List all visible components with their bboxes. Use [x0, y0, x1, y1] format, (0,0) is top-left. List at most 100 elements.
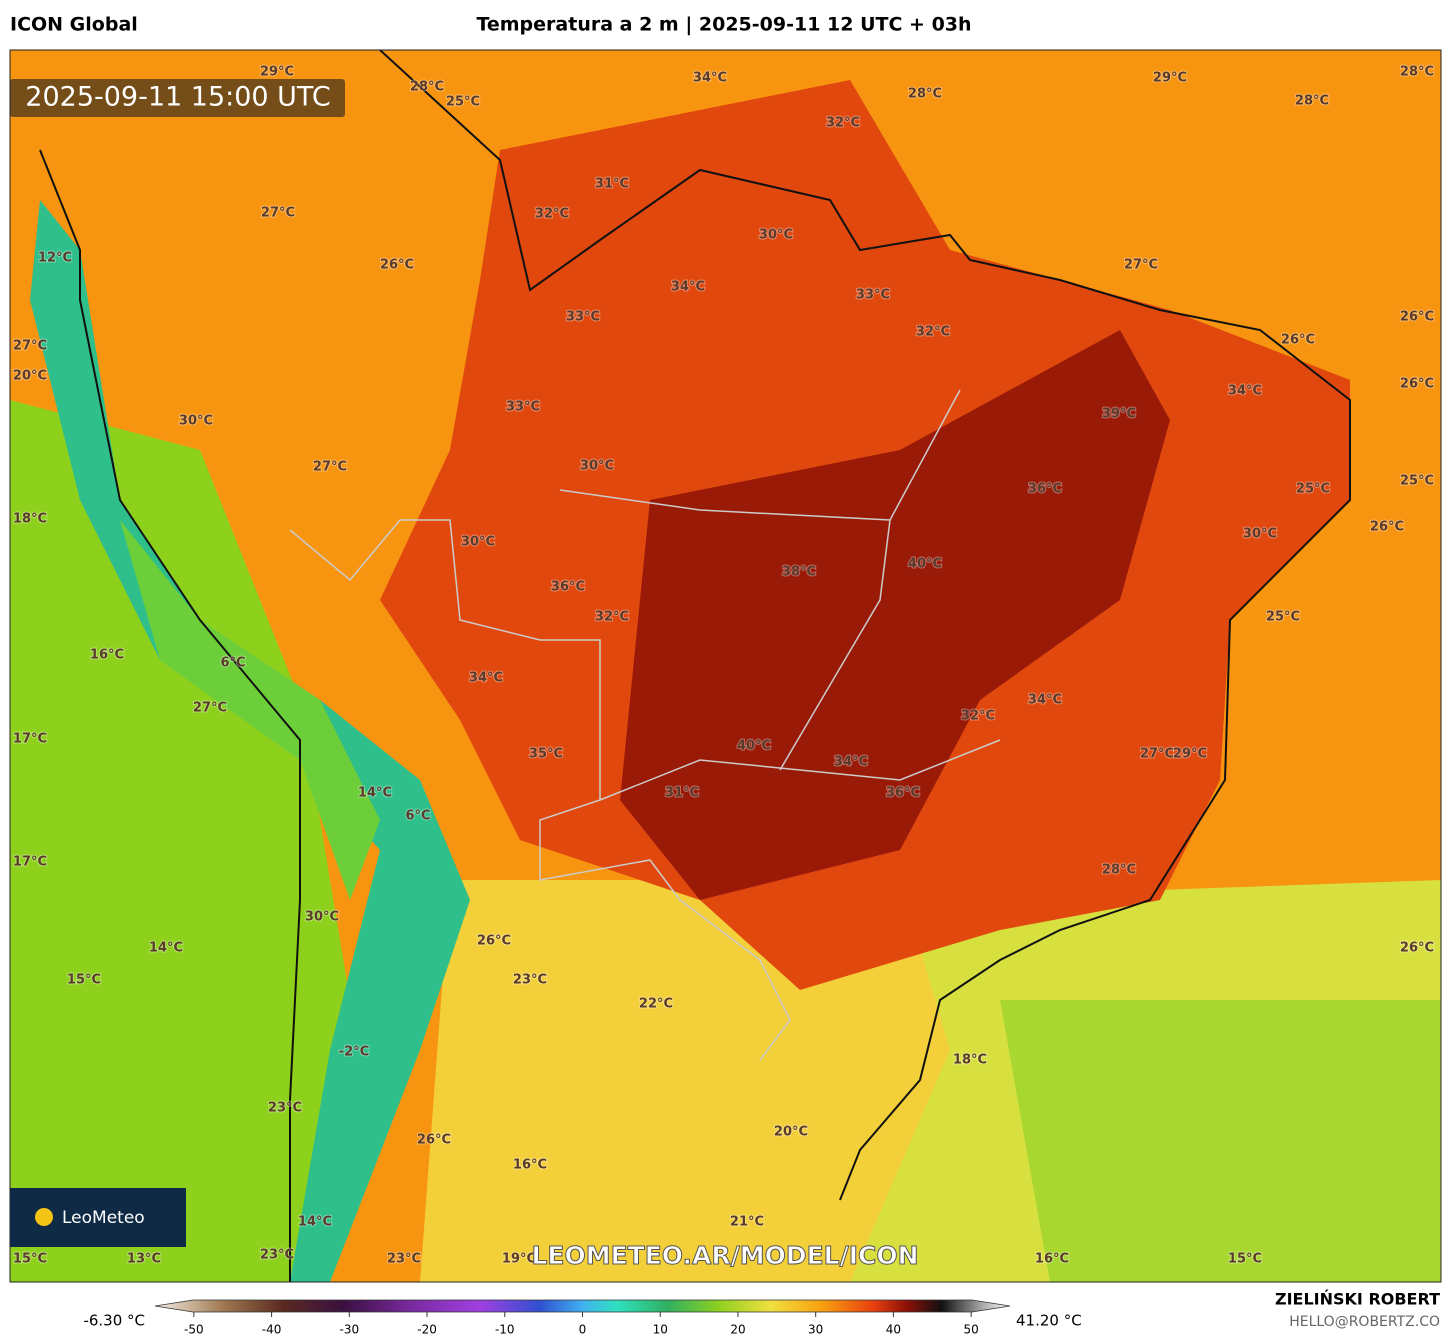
andes	[30, 200, 470, 1282]
temperature-label: 36°C	[551, 580, 585, 595]
colorbar-bar	[154, 1299, 1011, 1313]
temperature-label: 30°C	[1243, 527, 1277, 542]
temperature-label: 33°C	[566, 310, 600, 325]
temperature-label: 23°C	[260, 1248, 294, 1263]
temperature-label: 40°C	[737, 739, 771, 754]
logo-sun	[35, 1208, 53, 1226]
temperature-label: 36°C	[1028, 482, 1062, 497]
temperature-label: 19°C	[502, 1252, 536, 1267]
colorbar-min: -6.30 °C	[83, 1312, 145, 1330]
temperature-label: 40°C	[908, 557, 942, 572]
temperature-label: 34°C	[834, 755, 868, 770]
temperature-label: 32°C	[595, 610, 629, 625]
temperature-label: 29°C	[260, 65, 294, 80]
hot-core	[620, 330, 1170, 900]
colorbar: -50 -40 -30 -20 -10 0 10 20 30 40 50	[154, 1299, 1011, 1337]
temperature-label: 28°C	[410, 80, 444, 95]
credit-email: HELLO@ROBERTZ.CO	[1289, 1314, 1440, 1330]
temperature-label: 16°C	[1035, 1252, 1069, 1267]
model-name: ICON Global	[10, 14, 138, 36]
temperature-label: 23°C	[387, 1252, 421, 1267]
temperature-label: 35°C	[529, 747, 563, 762]
temperature-label: 26°C	[380, 258, 414, 273]
temperature-label: 15°C	[67, 973, 101, 988]
temperature-label: 34°C	[469, 671, 503, 686]
coastline	[39, 50, 1351, 1282]
colorbar-tick-label: 50	[963, 1323, 978, 1337]
temperature-label: 25°C	[1296, 482, 1330, 497]
temperature-label: 12°C	[38, 251, 72, 266]
temperature-label: 34°C	[671, 280, 705, 295]
colorbar-tick-label: -30	[340, 1323, 360, 1337]
temperature-label: 29°C	[1153, 71, 1187, 86]
temperature-label: 17°C	[13, 855, 47, 870]
temperature-label: 32°C	[916, 325, 950, 340]
temperature-label: 28°C	[908, 87, 942, 102]
temperature-label: 23°C	[268, 1101, 302, 1116]
temperature-label: 34°C	[1028, 693, 1062, 708]
map-frame	[9, 49, 1442, 1283]
temperature-label: 13°C	[127, 1252, 161, 1267]
temperature-label: 16°C	[513, 1158, 547, 1173]
temperature-label: 23°C	[513, 973, 547, 988]
temperature-label: 15°C	[1228, 1252, 1262, 1267]
temperature-label: 32°C	[535, 207, 569, 222]
temperature-label: 26°C	[477, 934, 511, 949]
temperature-label: 31°C	[665, 786, 699, 801]
temperature-label: 22°C	[639, 997, 673, 1012]
temperature-label: 30°C	[179, 414, 213, 429]
map	[10, 50, 1441, 1282]
temperature-label: 14°C	[358, 786, 392, 801]
temperature-label: 27°C	[193, 701, 227, 716]
map-title: Temperatura a 2 m | 2025-09-11 12 UTC + …	[476, 14, 971, 36]
temperature-label: 16°C	[90, 648, 124, 663]
map-labels: 29°C28°C25°C34°C28°C29°C 28°C28°C32°C31°C…	[12, 64, 1435, 1268]
temperature-label: 25°C	[446, 95, 480, 110]
temperature-label: 30°C	[305, 910, 339, 925]
temperature-label: 28°C	[1102, 863, 1136, 878]
temperature-label: 33°C	[856, 288, 890, 303]
colorbar-tick-label: -50	[184, 1323, 204, 1337]
colorbar-tick-label: 30	[808, 1323, 823, 1337]
temperature-label: 26°C	[1400, 310, 1434, 325]
temperature-label: 6°C	[405, 809, 430, 824]
temperature-label: 30°C	[461, 535, 495, 550]
temperature-label: 30°C	[759, 228, 793, 243]
temperature-label: 25°C	[1400, 474, 1434, 489]
temperature-label: 38°C	[782, 565, 816, 580]
temperature-label: 6°C	[220, 656, 245, 671]
temperature-label: 36°C	[886, 786, 920, 801]
temperature-label: 20°C	[13, 369, 47, 384]
pacific-region	[10, 400, 350, 1282]
logo: LeoMeteo	[62, 1208, 145, 1228]
temperature-label: 17°C	[13, 732, 47, 747]
colorbar-tick-label: 20	[730, 1323, 745, 1337]
temperature-label: 34°C	[693, 71, 727, 86]
temperature-label: 18°C	[953, 1053, 987, 1068]
temperature-label: 18°C	[13, 512, 47, 527]
temperature-label: 26°C	[417, 1133, 451, 1148]
borders	[289, 389, 1001, 1061]
colorbar-max: 41.20 °C	[1016, 1312, 1082, 1330]
timestamp: 2025-09-11 15:00 UTC	[25, 82, 330, 113]
temperature-label: 33°C	[506, 400, 540, 415]
temperature-label: 28°C	[1400, 65, 1434, 80]
temperature-label: 32°C	[826, 116, 860, 131]
colorbar-tick-label: 40	[886, 1323, 901, 1337]
andes-foothills	[120, 520, 380, 900]
temperature-label: 27°C	[13, 339, 47, 354]
colorbar-tick-label: -20	[417, 1323, 437, 1337]
temperature-label: 31°C	[595, 177, 629, 192]
colorbar-tick-label: -40	[262, 1323, 282, 1337]
temperature-label: 27°C	[313, 460, 347, 475]
colorbar-tick-label: 10	[653, 1323, 668, 1337]
temperature-label: 20°C	[774, 1125, 808, 1140]
temperature-label: 27°C	[1124, 258, 1158, 273]
colorbar-tick-label: 0	[579, 1323, 587, 1337]
timestamp-box	[10, 79, 345, 117]
temperature-label: 14°C	[298, 1215, 332, 1230]
temperature-label: 25°C	[1266, 610, 1300, 625]
atlantic-far-south	[1000, 1000, 1441, 1282]
credit-name: ZIELIŃSKI ROBERT	[1275, 1290, 1440, 1309]
